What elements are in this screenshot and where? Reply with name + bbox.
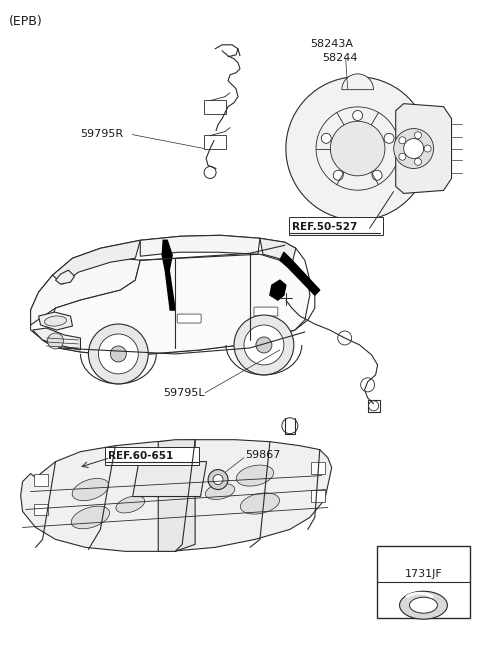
Circle shape <box>98 334 138 374</box>
Circle shape <box>399 137 406 144</box>
Circle shape <box>414 158 421 166</box>
Circle shape <box>372 170 382 180</box>
Polygon shape <box>31 235 315 354</box>
FancyBboxPatch shape <box>311 462 325 473</box>
Polygon shape <box>21 440 332 551</box>
FancyBboxPatch shape <box>34 503 48 515</box>
FancyBboxPatch shape <box>177 314 201 323</box>
Circle shape <box>384 134 394 144</box>
Polygon shape <box>270 280 286 300</box>
Wedge shape <box>342 74 373 90</box>
Circle shape <box>213 475 223 485</box>
Polygon shape <box>43 254 310 354</box>
Ellipse shape <box>72 478 108 501</box>
FancyBboxPatch shape <box>377 547 470 618</box>
Circle shape <box>424 145 431 152</box>
Circle shape <box>321 134 331 144</box>
Circle shape <box>360 378 374 392</box>
FancyBboxPatch shape <box>204 134 226 148</box>
Polygon shape <box>31 258 140 325</box>
Text: (EPB): (EPB) <box>9 15 42 28</box>
Circle shape <box>353 110 363 120</box>
FancyBboxPatch shape <box>289 217 383 235</box>
Circle shape <box>330 121 385 176</box>
Polygon shape <box>140 235 260 256</box>
Ellipse shape <box>45 316 66 326</box>
Polygon shape <box>368 400 380 412</box>
Wedge shape <box>286 76 427 220</box>
Circle shape <box>414 132 421 139</box>
Polygon shape <box>162 240 175 310</box>
Ellipse shape <box>240 493 279 514</box>
Polygon shape <box>56 270 74 284</box>
Circle shape <box>244 325 284 365</box>
Circle shape <box>110 346 126 362</box>
Ellipse shape <box>236 465 274 486</box>
Circle shape <box>338 331 352 345</box>
Circle shape <box>404 138 424 158</box>
Circle shape <box>399 153 406 160</box>
Circle shape <box>48 333 63 349</box>
Polygon shape <box>52 240 140 284</box>
Polygon shape <box>38 312 72 330</box>
Text: 58244: 58244 <box>322 53 357 63</box>
Text: 58243A: 58243A <box>310 39 353 49</box>
Circle shape <box>234 315 294 375</box>
Text: 59795L: 59795L <box>163 388 205 398</box>
Ellipse shape <box>399 591 447 619</box>
Ellipse shape <box>71 506 109 529</box>
Polygon shape <box>132 462 206 497</box>
Polygon shape <box>260 238 296 264</box>
Circle shape <box>204 166 216 178</box>
Circle shape <box>394 128 433 168</box>
FancyBboxPatch shape <box>254 307 278 316</box>
Circle shape <box>256 337 272 353</box>
Circle shape <box>282 418 298 434</box>
Circle shape <box>369 401 379 411</box>
Ellipse shape <box>409 597 437 613</box>
Ellipse shape <box>205 483 235 499</box>
Text: 59867: 59867 <box>245 450 280 460</box>
Text: REF.50-527: REF.50-527 <box>292 222 357 232</box>
FancyBboxPatch shape <box>34 473 48 485</box>
Polygon shape <box>280 252 320 295</box>
Circle shape <box>88 324 148 384</box>
Text: 59795R: 59795R <box>81 128 123 138</box>
Circle shape <box>316 107 399 190</box>
Polygon shape <box>396 104 452 194</box>
FancyBboxPatch shape <box>204 100 226 114</box>
Text: 1731JF: 1731JF <box>405 569 443 579</box>
Ellipse shape <box>116 496 145 513</box>
Polygon shape <box>158 440 195 551</box>
Circle shape <box>333 170 343 180</box>
FancyBboxPatch shape <box>106 447 199 465</box>
Polygon shape <box>33 328 81 350</box>
Circle shape <box>208 469 228 489</box>
Text: REF.60-651: REF.60-651 <box>108 451 174 461</box>
FancyBboxPatch shape <box>311 489 325 501</box>
